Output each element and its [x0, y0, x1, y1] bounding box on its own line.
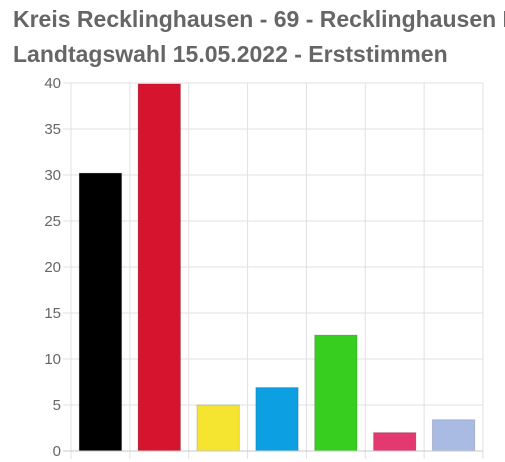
bar[interactable]: [431, 419, 476, 452]
y-tick-label: 35: [44, 121, 61, 138]
bar[interactable]: [373, 432, 417, 452]
grid: [63, 82, 484, 459]
bar[interactable]: [78, 172, 123, 452]
y-tick-label: 10: [44, 351, 61, 368]
chart-title-line-2: Landtagswahl 15.05.2022 - Erststimmen: [13, 41, 448, 67]
y-tick-label: 15: [44, 305, 61, 322]
bar[interactable]: [314, 334, 358, 452]
y-tick-label: 0: [53, 443, 61, 460]
y-axis: 0 5 10 15 20 25 30 35 40: [44, 75, 483, 460]
bars: [78, 83, 476, 452]
bar[interactable]: [196, 404, 240, 452]
y-tick-label: 40: [44, 75, 61, 92]
y-tick-label: 5: [53, 397, 61, 414]
bar[interactable]: [255, 387, 299, 452]
y-tick-label: 20: [44, 259, 61, 276]
chart-title-line-1: Kreis Recklinghausen - 69 - Recklinghaus…: [13, 6, 505, 32]
bar[interactable]: [137, 83, 181, 452]
y-tick-label: 25: [44, 213, 61, 230]
y-tick-label: 30: [44, 167, 61, 184]
